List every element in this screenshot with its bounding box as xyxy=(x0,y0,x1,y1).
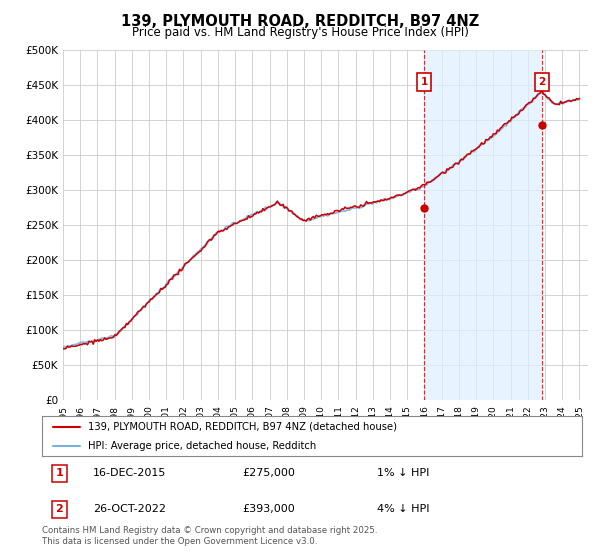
Text: 1% ↓ HPI: 1% ↓ HPI xyxy=(377,468,429,478)
Text: 4% ↓ HPI: 4% ↓ HPI xyxy=(377,505,430,515)
Text: HPI: Average price, detached house, Redditch: HPI: Average price, detached house, Redd… xyxy=(88,441,316,450)
Bar xyxy=(424,50,542,400)
Text: Contains HM Land Registry data © Crown copyright and database right 2025.
This d: Contains HM Land Registry data © Crown c… xyxy=(42,526,377,546)
Text: £275,000: £275,000 xyxy=(242,468,295,478)
Text: £393,000: £393,000 xyxy=(242,505,295,515)
Text: 26-OCT-2022: 26-OCT-2022 xyxy=(94,505,166,515)
Text: 2: 2 xyxy=(538,77,545,87)
Text: Price paid vs. HM Land Registry's House Price Index (HPI): Price paid vs. HM Land Registry's House … xyxy=(131,26,469,39)
Text: 1: 1 xyxy=(421,77,428,87)
Text: 139, PLYMOUTH ROAD, REDDITCH, B97 4NZ (detached house): 139, PLYMOUTH ROAD, REDDITCH, B97 4NZ (d… xyxy=(88,422,397,432)
Text: 139, PLYMOUTH ROAD, REDDITCH, B97 4NZ: 139, PLYMOUTH ROAD, REDDITCH, B97 4NZ xyxy=(121,14,479,29)
Text: 2: 2 xyxy=(56,505,63,515)
Text: 1: 1 xyxy=(56,468,63,478)
Text: 16-DEC-2015: 16-DEC-2015 xyxy=(94,468,167,478)
